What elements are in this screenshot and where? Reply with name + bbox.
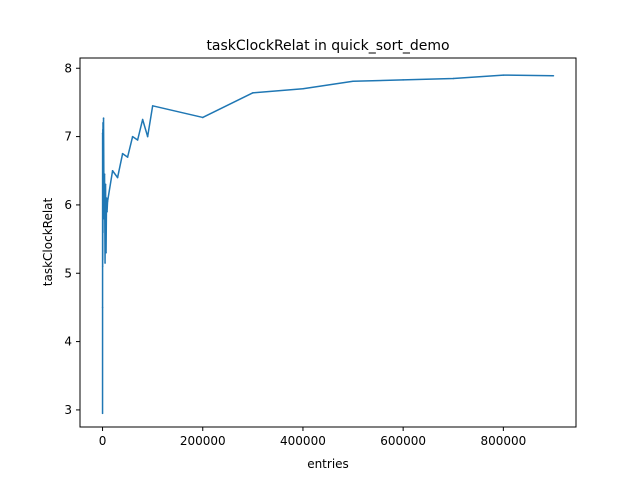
y-axis-label: taskClockRelat	[41, 197, 55, 286]
plot-frame	[79, 57, 577, 428]
x-tick-label: 200000	[180, 434, 226, 448]
y-tick-label: 5	[64, 266, 72, 280]
data-point	[102, 163, 104, 165]
data-point	[102, 129, 104, 131]
data-point	[104, 262, 106, 264]
data-point	[106, 200, 109, 203]
data-point	[141, 118, 144, 121]
data-point	[101, 412, 104, 415]
data-point	[102, 122, 104, 124]
y-tick-label: 3	[64, 403, 72, 417]
data-point	[103, 217, 105, 220]
data-point	[151, 105, 154, 107]
data-point	[105, 252, 107, 254]
data-point	[116, 176, 119, 179]
data-point	[106, 211, 108, 213]
x-tick-label: 400000	[280, 434, 326, 448]
data-point	[352, 80, 354, 82]
data-point	[402, 79, 404, 81]
data-point	[452, 77, 454, 80]
data-point	[101, 265, 104, 268]
data-point	[252, 92, 254, 94]
data-point	[136, 139, 139, 141]
data-point	[102, 204, 104, 206]
x-tick-label: 0	[99, 434, 107, 448]
x-tick-label: 600000	[380, 434, 426, 448]
y-tick-label: 6	[64, 198, 72, 212]
data-point	[101, 142, 104, 145]
data-point	[101, 306, 104, 309]
data-point	[105, 197, 108, 199]
data-point	[502, 74, 505, 76]
data-point	[202, 116, 204, 119]
data-point	[102, 231, 104, 233]
data-point	[131, 135, 134, 138]
y-tick-label: 8	[64, 61, 72, 75]
data-point	[102, 258, 104, 261]
chart-title: taskClockRelat in quick_sort_demo	[206, 38, 449, 54]
x-tick-label: 800000	[480, 434, 526, 448]
data-point	[302, 88, 304, 90]
data-point	[102, 149, 104, 151]
data-point	[101, 132, 104, 134]
data-point	[111, 170, 114, 172]
x-axis-label: entries	[307, 457, 349, 471]
series-points	[101, 74, 555, 415]
y-tick-label: 4	[64, 335, 72, 349]
data-point	[103, 173, 106, 175]
plot-area	[80, 58, 576, 427]
y-tick-label: 7	[64, 130, 72, 144]
data-point	[552, 75, 555, 77]
data-point	[121, 152, 124, 155]
data-point	[104, 183, 107, 186]
axis-ticks: 0 200000 400000 600000 800000 3 4 5 6 7 8	[64, 61, 526, 448]
data-point	[102, 117, 105, 119]
data-point	[126, 156, 129, 158]
data-point	[146, 135, 149, 138]
series-line	[101, 74, 554, 414]
